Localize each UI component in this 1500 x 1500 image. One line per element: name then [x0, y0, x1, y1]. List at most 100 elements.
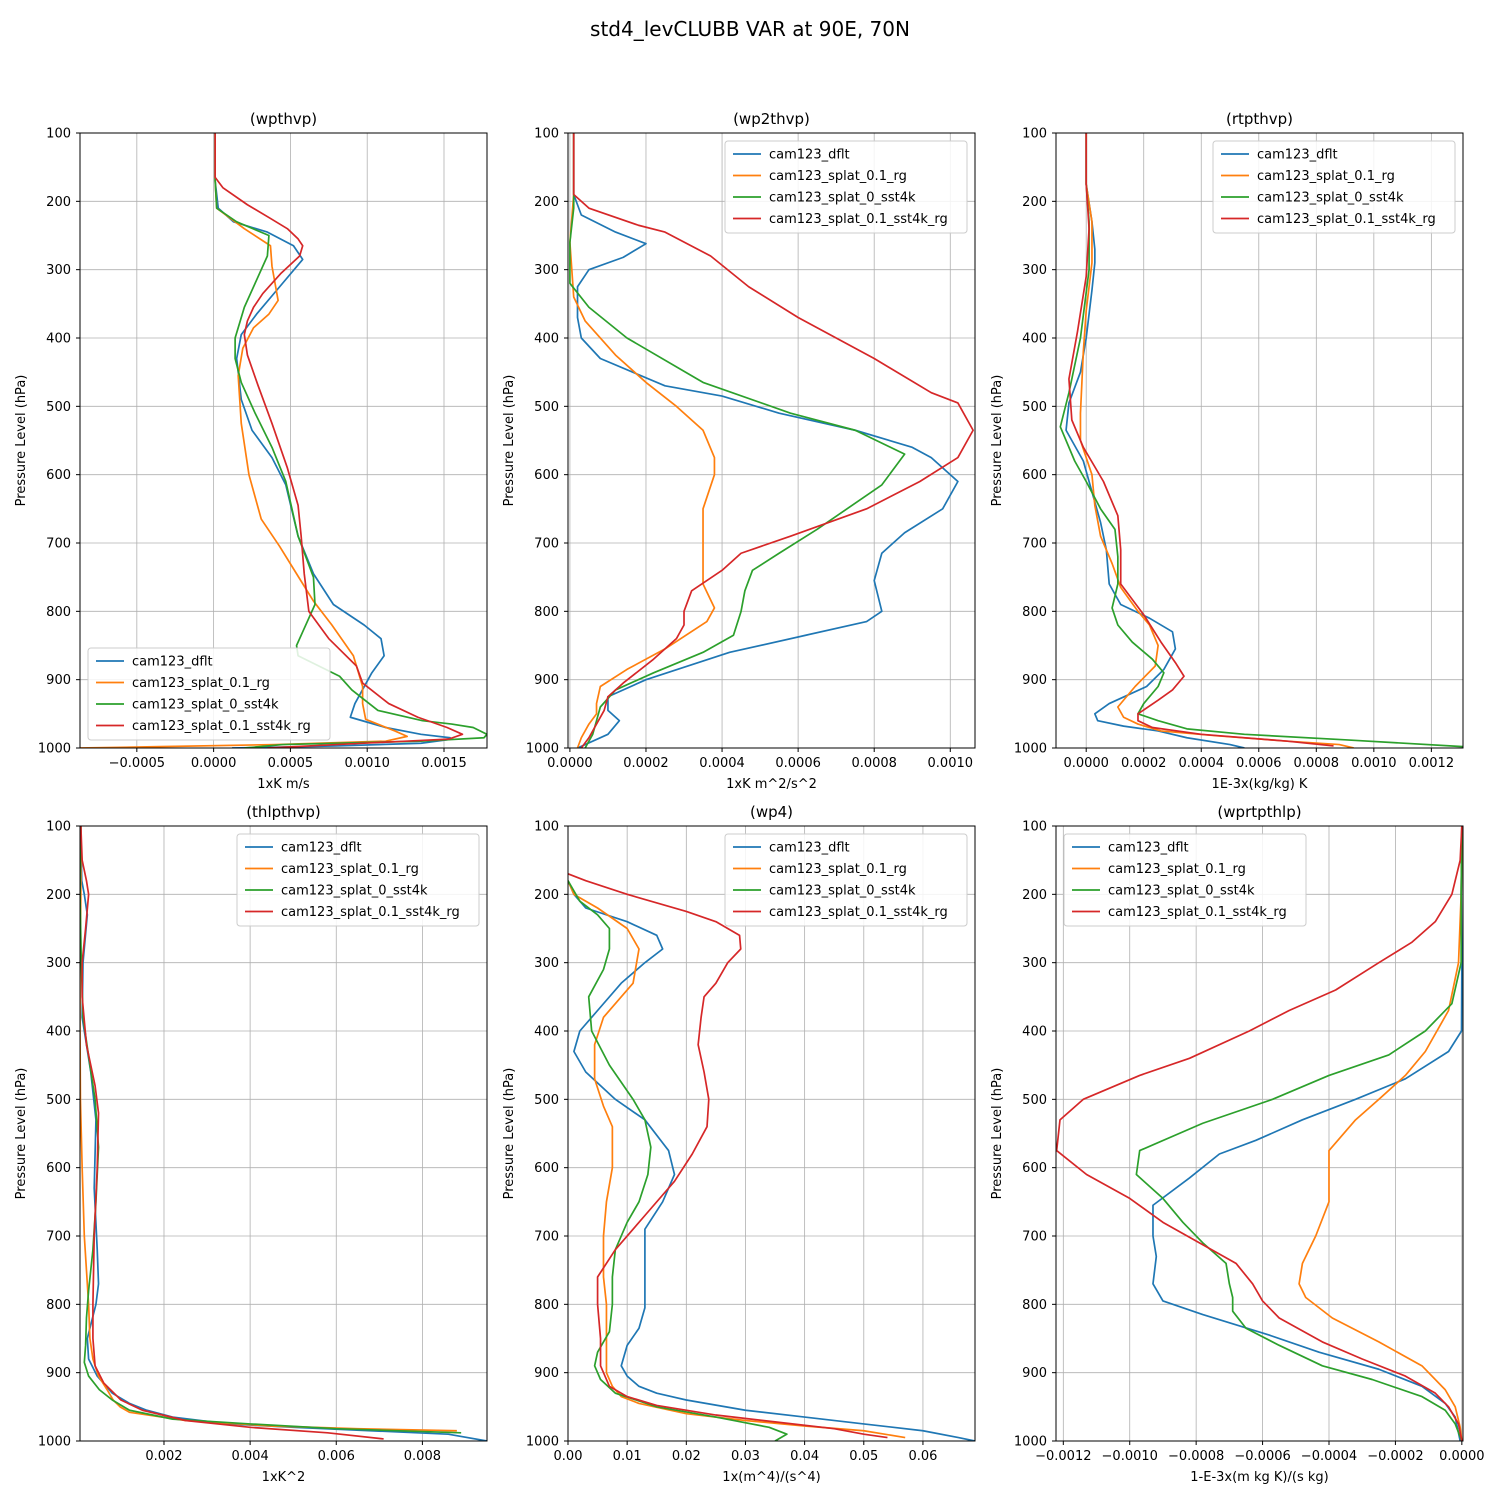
series-line-cam123_splat_0.1_rg [1298, 826, 1463, 1441]
legend-box [1212, 140, 1456, 234]
x-tick-label: 0.02 [672, 1449, 701, 1464]
legend-label: cam123_dflt [1257, 148, 1338, 163]
y-tick-label: 600 [46, 1161, 71, 1176]
y-axis-label: Pressure Level (hPa) [502, 375, 517, 507]
panel-title: (wp2thvp) [733, 110, 810, 128]
series-line-cam123_splat_0.1_sst4k_rg [80, 826, 384, 1440]
y-tick-label: 700 [46, 1230, 71, 1245]
legend-label: cam123_dflt [769, 841, 850, 856]
series-line-cam123_splat_0.1_sst4k_rg [1056, 826, 1463, 1441]
x-tick-label: −0.0012 [1035, 1449, 1091, 1464]
series-line-cam123_splat_0.1_sst4k_rg [1068, 133, 1334, 747]
series-line-cam123_splat_0.1_sst4k_rg [572, 133, 974, 748]
y-axis-label: Pressure Level (hPa) [502, 1068, 517, 1200]
x-tick-label: 0.0000 [547, 756, 593, 771]
legend-label: cam123_splat_0.1_sst4k_rg [769, 212, 948, 227]
legend-box [87, 647, 331, 741]
axes-frame [79, 825, 488, 1442]
legend-label: cam123_splat_0.1_sst4k_rg [1257, 212, 1436, 227]
x-tick-label: 0.0010 [344, 756, 390, 771]
panels: −0.0005 0.0000 0.0005 0.0010 0.0015 100 200 300… [14, 110, 1485, 1485]
panel-title: (rtpthvp) [1226, 110, 1293, 128]
x-tick-label: 0.002 [145, 1449, 182, 1464]
x-axis-label: 1-E-3x(m kg K)/(s kg) [1190, 1470, 1328, 1485]
legend-label: cam123_splat_0.1_sst4k_rg [769, 905, 948, 920]
x-axis-label: 1x(m^4)/(s^4) [722, 1470, 820, 1485]
x-tick-label: 0.0006 [1236, 756, 1282, 771]
y-tick-label: 800 [46, 605, 71, 620]
y-tick-label: 700 [1022, 1230, 1047, 1245]
legend-box [724, 833, 968, 927]
legend-label: cam123_dflt [1108, 841, 1189, 856]
legend: cam123_dflt cam123_splat_0.1_rg cam123_spl… [236, 833, 480, 927]
x-tick-label: 0.03 [731, 1449, 760, 1464]
figure-title: std4_levCLUBB VAR at 90E, 70N [590, 17, 910, 41]
y-tick-label: 600 [46, 468, 71, 483]
x-tick-label: 0.05 [849, 1449, 878, 1464]
series-line-cam123_splat_0_sst4k [1135, 826, 1463, 1441]
y-tick-label: 900 [1022, 673, 1047, 688]
y-tick-label: 100 [46, 127, 71, 142]
y-tick-label: 900 [534, 673, 559, 688]
x-tick-label: 0.0004 [1179, 756, 1225, 771]
legend-label: cam123_splat_0.1_sst4k_rg [281, 905, 460, 920]
series-line-cam123_dflt [572, 133, 959, 748]
y-tick-label: 500 [534, 400, 559, 415]
y-tick-label: 500 [46, 1093, 71, 1108]
x-tick-label: 0.0015 [421, 756, 467, 771]
axes-frame [1055, 132, 1464, 749]
series-line-cam123_dflt [1152, 826, 1463, 1441]
x-tick-label: 0.0008 [851, 756, 897, 771]
x-tick-label: 0.0006 [775, 756, 821, 771]
series-group [1059, 133, 1463, 748]
series-group [1056, 826, 1463, 1441]
x-tick-label: −0.0008 [1168, 1449, 1224, 1464]
legend-label: cam123_splat_0_sst4k [1257, 191, 1404, 206]
series-group [569, 133, 974, 748]
legend-label: cam123_splat_0.1_sst4k_rg [1108, 905, 1287, 920]
y-tick-label: 100 [46, 820, 71, 835]
y-tick-label: 600 [1022, 468, 1047, 483]
x-tick-label: 0.0012 [1409, 756, 1455, 771]
legend-label: cam123_splat_0_sst4k [769, 884, 916, 899]
y-tick-label: 100 [534, 127, 559, 142]
x-tick-label: −0.0006 [1234, 1449, 1290, 1464]
x-tick-label: 0.008 [404, 1449, 441, 1464]
legend-box [236, 833, 480, 927]
y-tick-label: 900 [1022, 1366, 1047, 1381]
legend: cam123_dflt cam123_splat_0.1_rg cam123_spl… [1212, 140, 1456, 234]
series-group [568, 873, 975, 1441]
x-tick-label: 0.04 [790, 1449, 819, 1464]
series-line-cam123_dflt [568, 880, 975, 1441]
x-tick-label: −0.0002 [1367, 1449, 1423, 1464]
legend-label: cam123_splat_0.1_rg [281, 862, 419, 877]
y-tick-label: 400 [534, 332, 559, 347]
y-tick-label: 400 [46, 1025, 71, 1040]
y-tick-label: 700 [46, 537, 71, 552]
y-tick-label: 300 [534, 263, 559, 278]
x-tick-label: 0.0005 [268, 756, 314, 771]
legend-label: cam123_splat_0.1_sst4k_rg [132, 719, 311, 734]
panel-title: (wpthvp) [250, 110, 317, 128]
axes-frame [567, 132, 976, 749]
y-tick-label: 100 [534, 820, 559, 835]
x-tick-label: 0.0000 [1063, 756, 1109, 771]
legend-label: cam123_dflt [132, 655, 213, 670]
x-tick-label: 0.0004 [699, 756, 745, 771]
x-tick-label: 0.0002 [623, 756, 669, 771]
series-group [80, 133, 487, 748]
x-tick-label: −0.0005 [109, 756, 165, 771]
y-tick-label: 1000 [38, 742, 71, 757]
y-tick-label: 200 [46, 888, 71, 903]
series-line-cam123_splat_0.1_rg [569, 133, 716, 748]
x-tick-label: 0.0008 [1294, 756, 1340, 771]
y-tick-label: 200 [46, 195, 71, 210]
x-tick-label: 0.0010 [928, 756, 974, 771]
axes-frame [567, 825, 976, 1442]
legend-label: cam123_splat_0.1_rg [132, 676, 270, 691]
x-tick-label: 0.0000 [1439, 1449, 1485, 1464]
y-tick-label: 200 [534, 195, 559, 210]
legend: cam123_dflt cam123_splat_0.1_rg cam123_spl… [1063, 833, 1307, 927]
y-tick-label: 100 [1022, 127, 1047, 142]
x-tick-label: 0.06 [908, 1449, 937, 1464]
